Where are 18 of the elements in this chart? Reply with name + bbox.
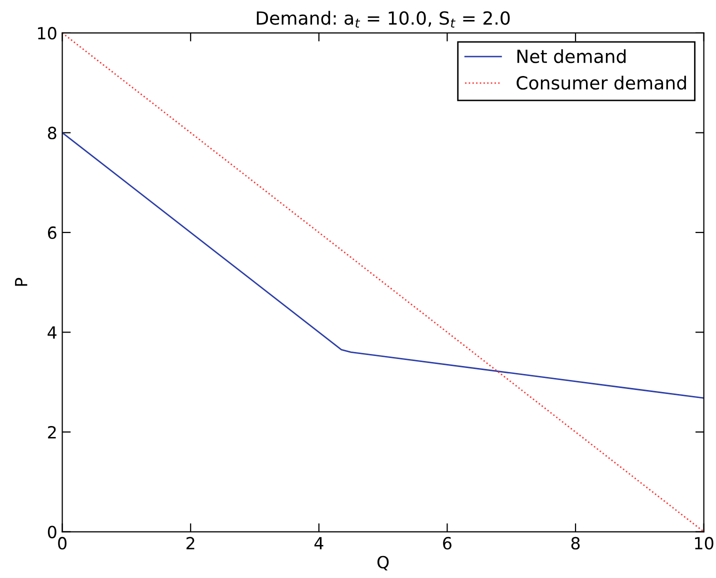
y-axis-title: P <box>15 278 28 286</box>
x-tick-label: 4 <box>314 537 324 550</box>
chart-title: Demand: a$_{t}$ = 10.0, S$_{t}$ = 2.0 <box>256 10 510 28</box>
x-tick-label: 8 <box>571 536 580 550</box>
x-tick-label: 6 <box>443 536 452 550</box>
x-tick-label: 10 <box>695 536 714 550</box>
legend-label: Consumer demand <box>516 76 686 90</box>
line-series <box>62 132 704 399</box>
y-tick-label: 2 <box>48 426 56 438</box>
legend-label: Net demand <box>517 49 626 64</box>
y-tick-label: 8 <box>48 126 56 140</box>
y-tick-label: 10 <box>38 26 56 40</box>
y-tick-label: 0 <box>48 526 56 538</box>
x-axis-title: Q <box>377 556 389 570</box>
y-tick-label: 4 <box>48 326 56 339</box>
x-tick-label: 0 <box>58 536 66 550</box>
y-tick-label: 6 <box>48 226 56 240</box>
x-tick-label: 2 <box>186 536 194 550</box>
